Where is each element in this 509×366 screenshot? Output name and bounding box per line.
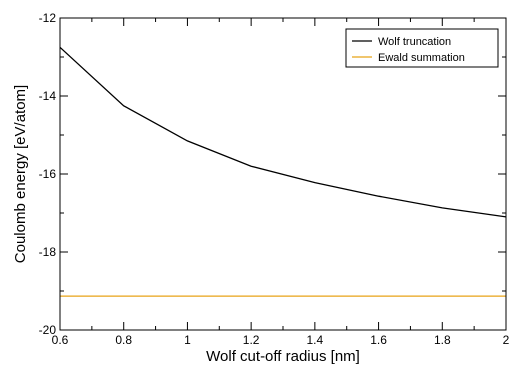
series-line-0 xyxy=(59,46,507,218)
x-tick-label: 1 xyxy=(184,333,191,347)
x-tick-label: 2 xyxy=(503,333,509,347)
x-axis-label: Wolf cut-off radius [nm] xyxy=(206,348,360,365)
legend-box xyxy=(345,28,499,68)
ticks-layer: 0.6 0.8 1 1.2 1.4 1.6 1.8 2 -20 -18 -16 -14 -12 xyxy=(39,11,509,347)
legend-label: Wolf truncation xyxy=(378,36,451,48)
x-tick-label: 0.8 xyxy=(115,333,132,347)
y-tick-label: -14 xyxy=(39,89,57,103)
x-tick-label: 1.8 xyxy=(434,333,451,347)
x-tick-label: 0.6 xyxy=(52,333,69,347)
x-tick-label: 1.4 xyxy=(307,333,324,347)
y-tick-label: -18 xyxy=(39,245,57,259)
y-tick-label: -12 xyxy=(39,11,57,25)
y-axis-label: Coulomb energy [eV/atom] xyxy=(12,85,29,263)
series-layer xyxy=(59,46,507,297)
legend: Wolf truncation Ewald summation xyxy=(345,28,499,68)
legend-label: Ewald summation xyxy=(378,52,465,64)
y-tick-label: -16 xyxy=(39,167,57,181)
y-tick-label: -20 xyxy=(39,323,57,337)
x-tick-label: 1.2 xyxy=(243,333,260,347)
x-tick-label: 1.6 xyxy=(370,333,387,347)
